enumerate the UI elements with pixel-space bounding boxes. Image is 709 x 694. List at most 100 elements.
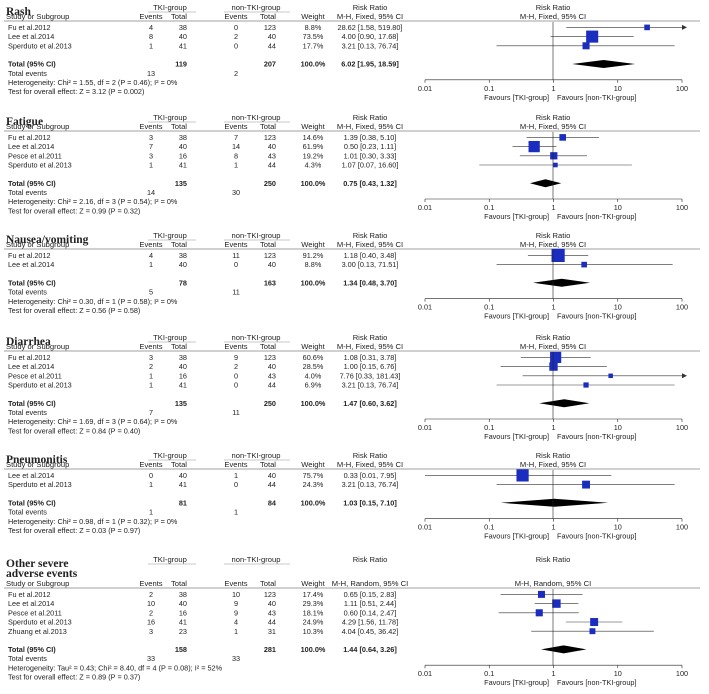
panel-title: Fatigue [6, 116, 43, 128]
exp-events: 1 [149, 371, 153, 380]
total-events-label: Total events [8, 288, 47, 297]
study-marker [528, 140, 540, 153]
panel-title: Other severe [6, 558, 68, 570]
exp-total-events: 13 [147, 69, 155, 78]
tick-label: 100 [676, 84, 688, 93]
risk-ratio-ci: 1.44 [0.64, 3.26] [343, 645, 397, 654]
study-marker [549, 362, 558, 371]
ctl-events: 0 [234, 371, 238, 380]
total-label: Total (95% CI) [8, 278, 56, 287]
favours-right-label: Favours [non-TKI-group] [557, 678, 637, 687]
table-row: Fu et al.2012 4 38 11 123 91.2% 1.18 [0.40, 3.… [8, 248, 589, 262]
exp-group-header: TKI-group [153, 231, 187, 240]
ctl-total: 40 [268, 32, 276, 41]
weight-value: 61.9% [303, 142, 324, 151]
weight-value: 17.7% [303, 41, 324, 50]
ctl-total: 123 [264, 133, 276, 142]
ctl-events: 4 [234, 618, 238, 627]
tick-label: 10 [614, 84, 622, 93]
weight-value: 100.0% [301, 399, 326, 408]
total-header: Total [260, 122, 276, 131]
study-name: Fu et al.2012 [8, 590, 51, 599]
weight-value: 6.9% [305, 381, 322, 390]
exp-total: 40 [179, 471, 187, 480]
x-axis: 0.01 0.1 1 10 100 Favours [TKI-group] Favours … [418, 198, 688, 221]
weight-value: 18.1% [303, 608, 324, 617]
exp-total: 119 [175, 60, 187, 69]
total-label: Total (95% CI) [8, 498, 56, 507]
table-row: Sperduto et al.2013 1 41 0 44 6.9% 3.21 [0.13,… [8, 381, 675, 390]
weight-header: Weight [301, 240, 325, 249]
table-row: Sperduto et al.2013 1 41 0 44 24.3% 3.21 [0.13… [8, 480, 675, 489]
x-axis: 0.01 0.1 1 10 100 Favours [TKI-group] Favours … [418, 298, 688, 321]
tick-label: 100 [676, 303, 688, 312]
study-name: Lee et al.2014 [8, 260, 54, 269]
study-marker [550, 351, 562, 363]
weight-value: 19.2% [303, 151, 324, 160]
risk-ratio-ci: 0.50 [0.23, 1.11] [344, 142, 396, 151]
table-row: Fu et al.2012 3 38 9 123 60.6% 1.08 [0.31, 3.7… [8, 351, 591, 363]
method-header-plot: M-H, Fixed, 95% CI [520, 12, 586, 21]
risk-ratio-header-plot: Risk Ratio [536, 555, 571, 564]
events-header: Events [139, 122, 162, 131]
events-header: Events [224, 122, 247, 131]
ctl-events: 0 [234, 41, 238, 50]
study-marker [590, 618, 599, 626]
tick-label: 10 [614, 203, 622, 212]
exp-events: 10 [147, 599, 155, 608]
total-label: Total (95% CI) [8, 60, 56, 69]
tick-label: 100 [676, 203, 688, 212]
ctl-total: 44 [268, 161, 276, 170]
ctl-events: 9 [234, 599, 238, 608]
total-header: Total [171, 12, 187, 21]
exp-total: 78 [179, 278, 187, 287]
exp-total: 40 [179, 599, 187, 608]
exp-events: 1 [149, 381, 153, 390]
risk-ratio-ci: 1.01 [0.30, 3.33] [344, 151, 397, 160]
events-header: Events [139, 240, 162, 249]
forest-panel-3: Nausea/vomiting TKI-group non-TKI-group Ris… [4, 231, 700, 321]
risk-ratio-ci: 1.39 [0.38, 5.10] [344, 133, 397, 142]
table-row: Sperduto et al.2013 1 41 0 44 17.7% 3.21 [0.13… [8, 41, 675, 50]
tick-label: 1 [551, 84, 555, 93]
ctl-total: 40 [268, 260, 276, 269]
exp-total-events: 7 [149, 408, 153, 417]
ctl-total: 44 [268, 618, 276, 627]
study-marker [551, 248, 565, 262]
exp-total-events: 5 [149, 288, 153, 297]
exp-events: 3 [149, 151, 153, 160]
ctl-total: 43 [268, 608, 276, 617]
total-header: Total [171, 460, 187, 469]
study-marker [608, 373, 613, 379]
table-row: Pesce et al.2011 3 16 8 43 19.2% 1.01 [0.30, 3… [8, 151, 588, 160]
ctl-total-events: 11 [232, 408, 240, 417]
ctl-events: 7 [234, 133, 238, 142]
exp-group-header: TKI-group [153, 555, 187, 564]
study-header: Study or Subgroup [6, 240, 69, 249]
study-header: Study or Subgroup [6, 12, 69, 21]
exp-group-header: TKI-group [153, 113, 187, 122]
ctl-group-header: non-TKI-group [232, 555, 281, 564]
ctl-events: 0 [234, 480, 238, 489]
events-header: Events [139, 579, 162, 588]
weight-value: 100.0% [301, 278, 326, 287]
exp-total-events: 33 [147, 654, 155, 663]
events-header: Events [224, 12, 247, 21]
ctl-events: 0 [234, 23, 238, 32]
method-header-plot: M-H, Fixed, 95% CI [520, 460, 586, 469]
total-header: Total [260, 240, 276, 249]
total-row: Total (95% CI) 135 250 100.0% 1.47 [0.60, 3.… [8, 399, 590, 408]
study-name: Sperduto et al.2013 [8, 161, 72, 170]
tick-label: 1 [551, 423, 555, 432]
exp-total: 41 [179, 480, 187, 489]
study-name: Zhuang et al.2013 [8, 627, 67, 636]
favours-right-label: Favours [non-TKI-group] [557, 432, 637, 441]
weight-value: 75.7% [303, 471, 324, 480]
exp-total: 38 [179, 590, 187, 599]
method-header: M-H, Fixed, 95% CI [337, 342, 403, 351]
ctl-events: 9 [234, 353, 238, 362]
study-name: Lee et al.2014 [8, 142, 54, 151]
risk-ratio-header: Risk Ratio [353, 3, 388, 12]
favours-right-label: Favours [non-TKI-group] [557, 212, 637, 221]
table-row: Lee et al.2014 2 40 2 40 28.5% 1.00 [0.15, 6.7… [8, 362, 607, 371]
